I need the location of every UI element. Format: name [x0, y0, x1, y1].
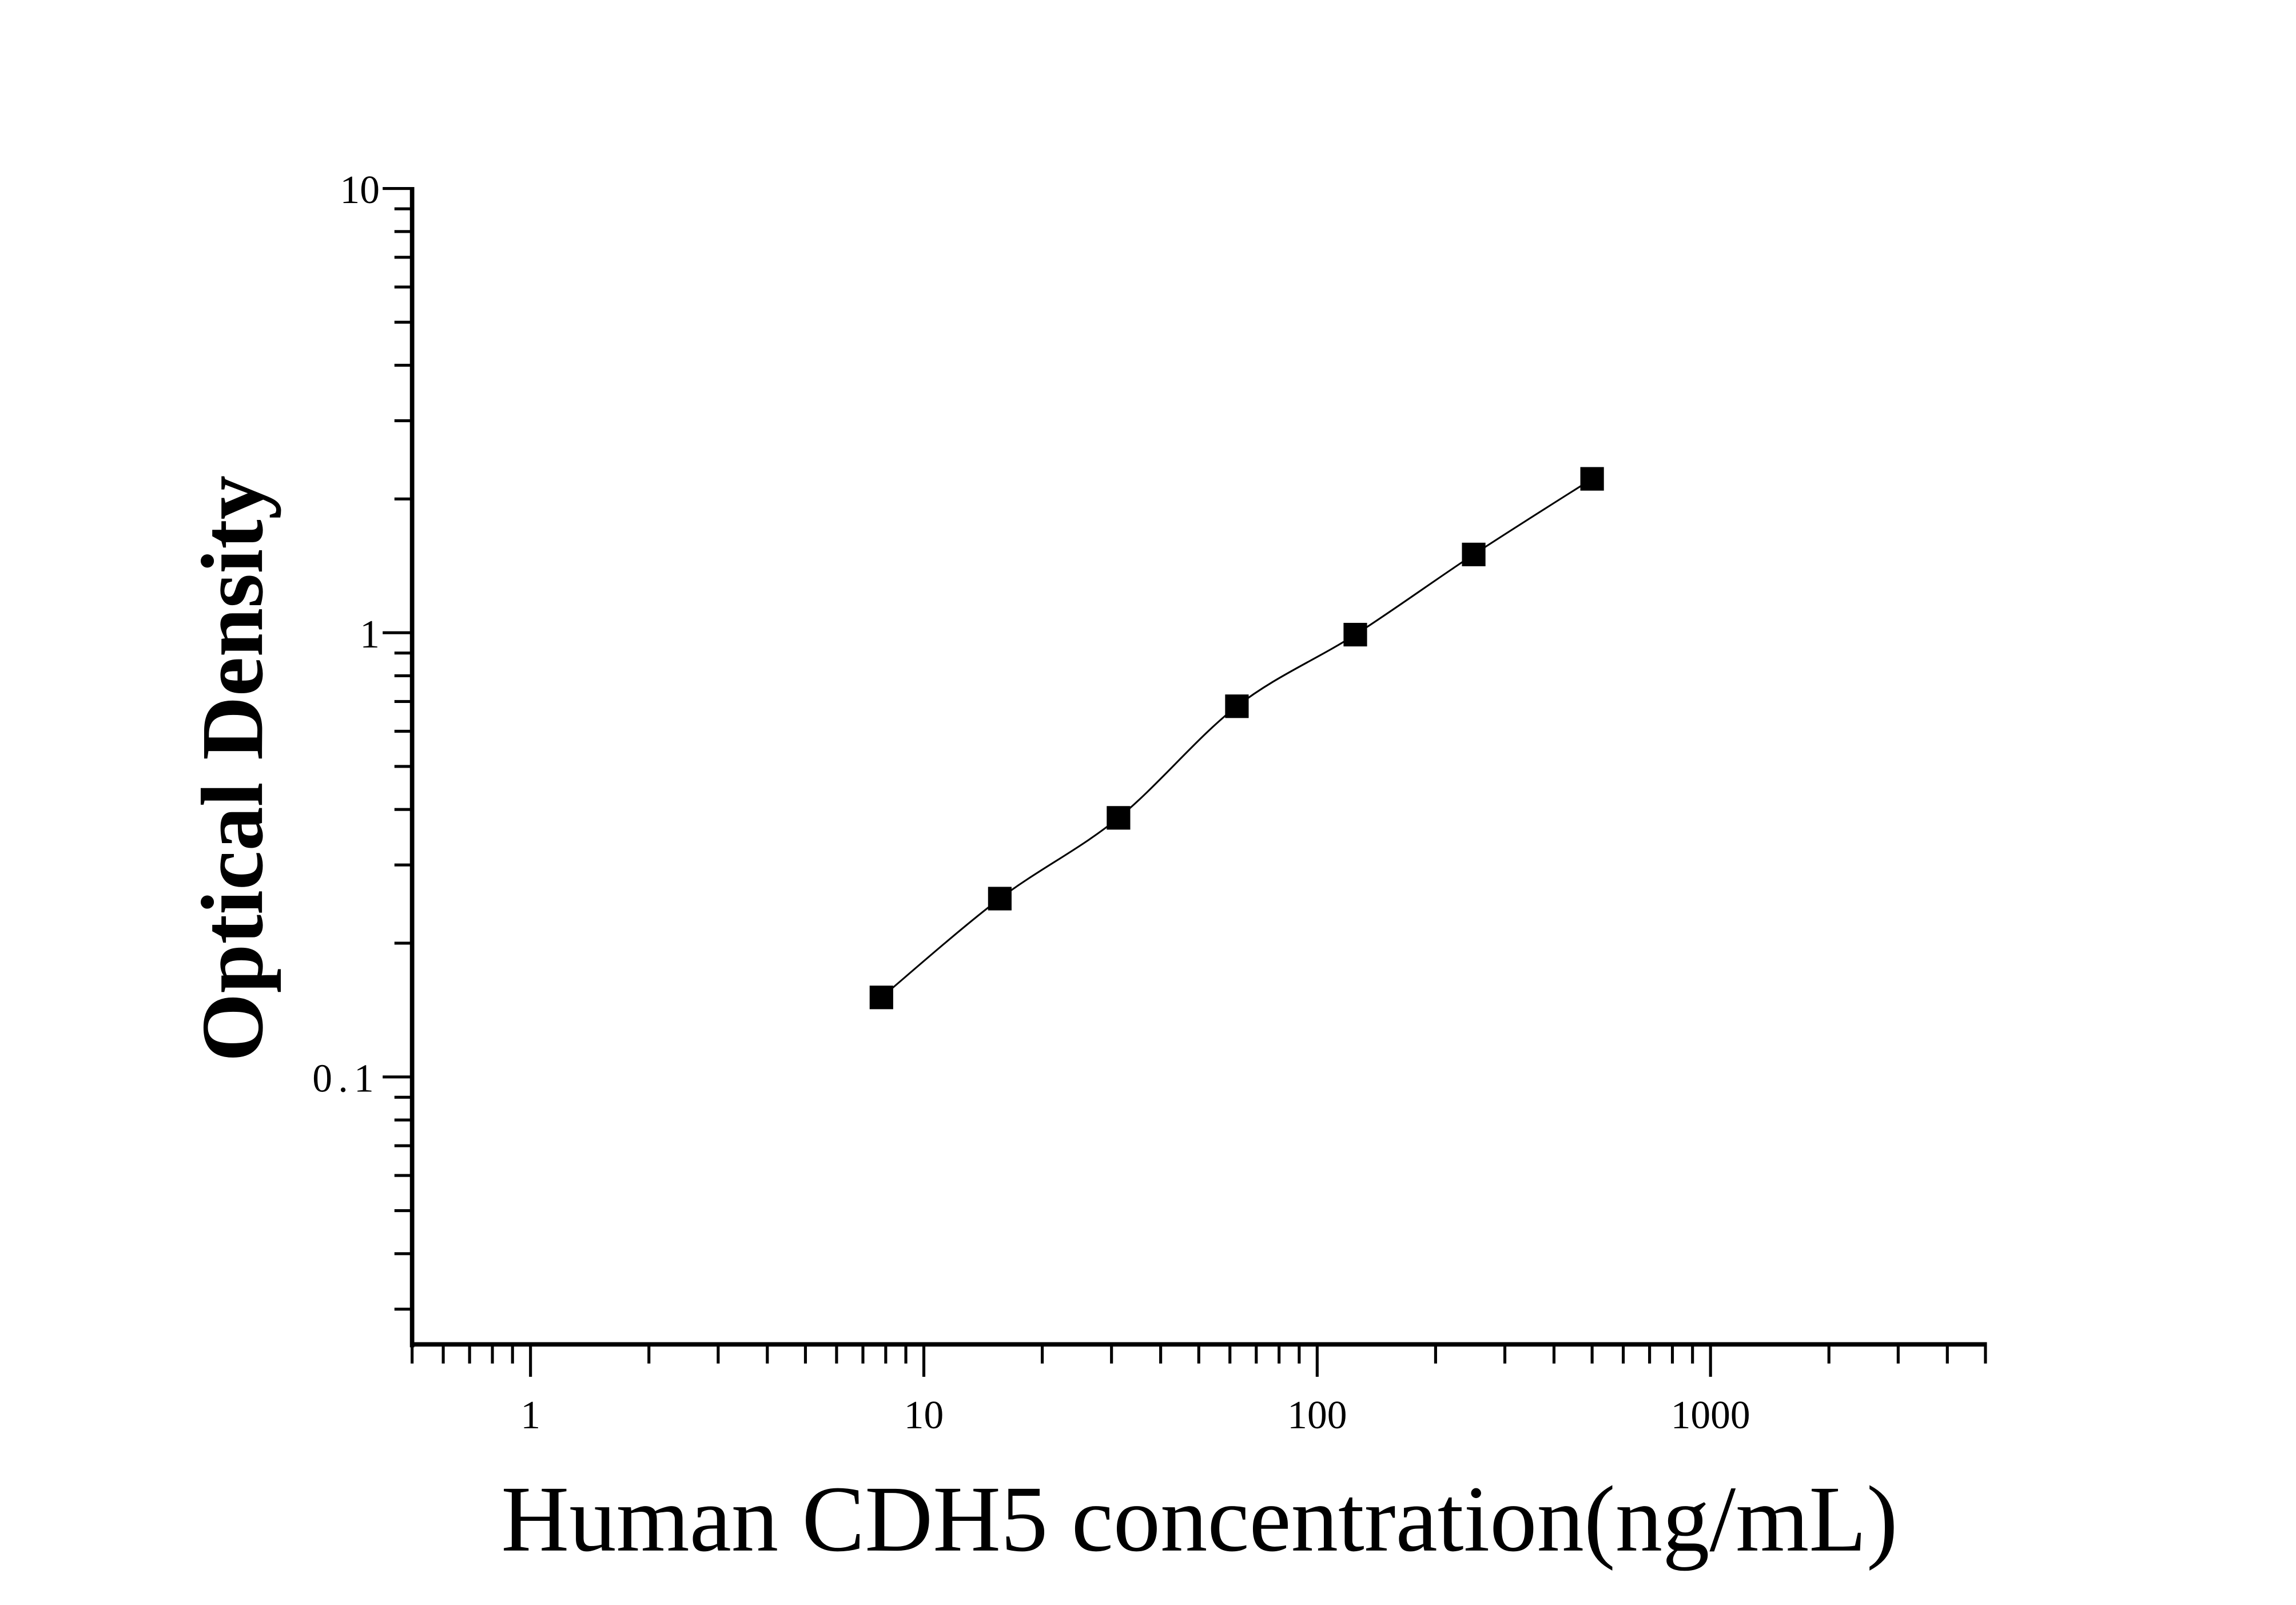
- data-point: [869, 986, 893, 1010]
- y-tick-label: 0.1: [312, 1057, 380, 1101]
- y-tick-label: 10: [340, 168, 380, 212]
- data-points: [869, 467, 1604, 1010]
- x-tick-label: 10: [904, 1393, 944, 1437]
- y-axis-title: Optical Density: [184, 475, 281, 1062]
- data-point: [1343, 622, 1367, 647]
- x-axis-title: Human CDH5 concentration(ng/mL): [501, 1467, 1897, 1571]
- data-point: [988, 887, 1012, 911]
- data-point: [1580, 467, 1604, 491]
- x-tick-label: 1000: [1671, 1393, 1750, 1437]
- data-point: [1462, 542, 1486, 566]
- x-tick-label: 1: [520, 1393, 540, 1437]
- data-point: [1107, 806, 1131, 830]
- x-tick-labels: 1 10 100 1000: [520, 1393, 1750, 1437]
- fit-curve: [881, 478, 1593, 998]
- y-tick-labels: 0.1 1 10: [312, 168, 380, 1101]
- y-tick-label: 1: [360, 613, 380, 657]
- axis-ticks: [383, 186, 1987, 1377]
- x-tick-label: 100: [1287, 1393, 1347, 1437]
- data-point: [1225, 694, 1249, 718]
